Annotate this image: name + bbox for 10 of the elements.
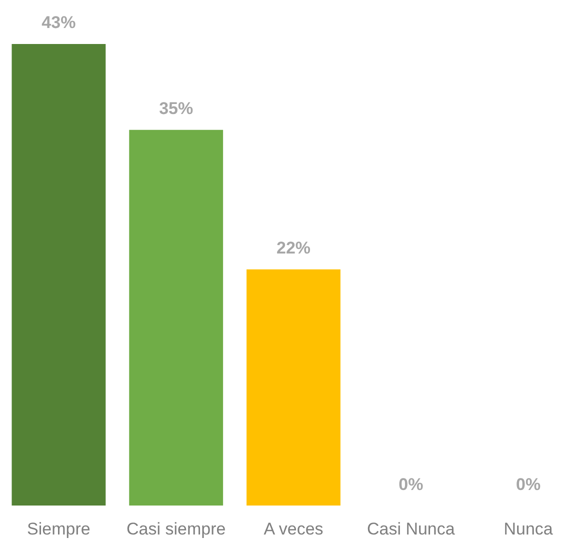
data-label: 22% [276, 238, 311, 258]
x-tick-label: Nunca [504, 519, 554, 538]
data-label: 0% [516, 474, 541, 494]
x-tick-label: Siempre [27, 519, 90, 538]
x-tick-label: Casi siempre [126, 519, 226, 538]
data-label: 43% [42, 13, 76, 32]
data-label: 0% [398, 474, 424, 494]
x-tick-label: A veces [264, 519, 324, 538]
data-label: 35% [159, 99, 194, 118]
x-tick-label: Casi Nunca [366, 519, 456, 538]
